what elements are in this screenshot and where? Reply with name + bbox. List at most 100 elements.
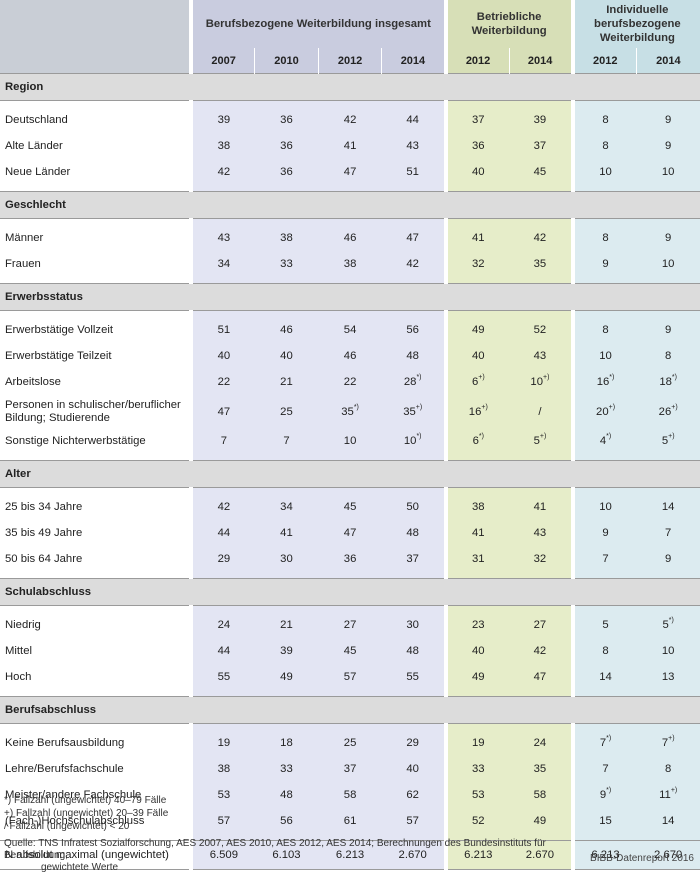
footnote-mark: +) [668, 433, 675, 440]
table-cell: 57 [381, 808, 446, 841]
table-cell: 45 [318, 487, 382, 520]
section-title: Schulabschluss [0, 578, 700, 606]
year-header: 2010 [254, 48, 319, 74]
table-cell: 6+) [443, 369, 510, 395]
cell-value: 35 [403, 405, 416, 418]
cell-value: 29 [217, 553, 231, 565]
row-label: Alte Länder [5, 139, 63, 152]
table-cell: 50 [381, 487, 446, 520]
footnote-mark: +) [539, 433, 547, 440]
section-header: Schulabschluss [0, 578, 700, 606]
table-row: Meister/andere Fachschule 53 48 58 62 53 58 9*)… [0, 782, 700, 808]
table-cell: 58 [318, 782, 382, 808]
cell-value: 33 [280, 763, 293, 775]
table-cell: 25 [318, 723, 382, 756]
row-label: Erwerbstätige Teilzeit [5, 349, 112, 362]
table-body: Region Deutschland 39 36 42 44 37 39 8 9 Alte Länd… [0, 73, 700, 870]
year-header: 2012 [443, 48, 510, 74]
table-cell: 8 [570, 133, 637, 159]
header-group-individual: Individuelle berufsbezogene Weiterbildung [570, 0, 700, 48]
cell-value: 9 [665, 324, 672, 336]
cell-value: 8 [665, 350, 672, 362]
table-cell: 5*) [636, 605, 700, 638]
cell-value: 40 [472, 645, 485, 657]
table-cell: 48 [254, 782, 319, 808]
cell-value: 7 [661, 737, 669, 749]
table-cell: 5+) [509, 428, 573, 461]
cell-value: 37 [343, 763, 357, 775]
table-cell: 38 [254, 218, 319, 251]
cell-value: 43 [217, 232, 231, 244]
cell-value: 48 [406, 350, 419, 362]
section-header: Region [0, 73, 700, 101]
table-cell: 7+) [636, 723, 700, 756]
footnote-mark: +) [668, 735, 675, 742]
cell-value: 43 [533, 527, 547, 539]
section-title: Region [0, 73, 700, 101]
table-cell: 48 [381, 520, 446, 546]
cell-value: 13 [661, 671, 675, 683]
table-cell: 27 [509, 605, 573, 638]
table-row: Neue Länder 42 36 47 51 40 45 10 10 [0, 159, 700, 192]
section-title: Geschlecht [0, 191, 700, 219]
cell-value: 55 [217, 671, 231, 683]
cell-value: 44 [217, 645, 231, 657]
table-cell: 46 [318, 218, 382, 251]
table-cell: 9 [636, 100, 700, 133]
table-cell: 44 [189, 638, 255, 664]
footnote-mark: *) [671, 374, 677, 381]
total-cell: 6.103 [254, 840, 319, 870]
table-cell: 26+) [636, 395, 700, 428]
table-cell: 33 [443, 756, 510, 782]
table-cell: 9 [570, 520, 637, 546]
header-group-company-line2: Weiterbildung [471, 25, 547, 37]
cell-value: 55 [406, 671, 419, 683]
cell-value: 52 [533, 324, 547, 336]
row-label: Lehre/Berufsfachschule [5, 762, 124, 775]
table-cell: 27 [318, 605, 382, 638]
table-row: Hoch 55 49 57 55 49 47 14 13 [0, 664, 700, 697]
cell-value: 8 [602, 645, 609, 657]
cell-value: 9 [599, 789, 607, 801]
table-cell: 32 [443, 251, 510, 284]
footnote-mark: *) [606, 735, 612, 742]
cell-value: 21 [280, 619, 293, 631]
year-header: 2012 [317, 48, 382, 74]
footnote-mark: *) [668, 617, 674, 624]
table-cell: 21 [254, 369, 319, 395]
cell-value: 35 [533, 258, 547, 270]
table-row: Erwerbstätige Teilzeit 40 40 46 48 40 43 10 8 [0, 343, 700, 369]
table-cell: 7 [254, 428, 319, 461]
table-cell: 10 [636, 638, 700, 664]
table-cell: 8 [636, 343, 700, 369]
section-header: Alter [0, 460, 700, 488]
cell-value: 39 [280, 645, 293, 657]
table-cell: 6*) [443, 428, 510, 461]
cell-value: 42 [217, 501, 231, 513]
table-cell: 37 [443, 100, 510, 133]
table-row: Personen in schulischer/beruflicher Bild… [0, 395, 700, 428]
cell-value: 9 [665, 114, 672, 126]
table-row: (Fach-)Hochschulabschluss 57 56 61 57 52 49 15 1… [0, 808, 700, 841]
cell-value: 36 [280, 114, 293, 126]
table-cell: 44 [189, 520, 255, 546]
cell-value: 56 [406, 324, 419, 336]
table-cell: 41 [318, 133, 382, 159]
row-label: Mittel [5, 644, 32, 657]
table-cell: 57 [189, 808, 255, 841]
cell-value: 37 [406, 553, 419, 565]
table-cell: 9 [570, 251, 637, 284]
source-line: Quelle: TNS Infratest Sozialforschung, A… [4, 838, 546, 861]
cell-value: 53 [472, 789, 485, 801]
table-row: 50 bis 64 Jahre 29 30 36 37 31 32 7 9 [0, 546, 700, 579]
row-label: Sonstige Nichterwerbstätige [5, 434, 146, 447]
cell-value: 38 [217, 763, 231, 775]
cell-value: 40 [472, 350, 485, 362]
table-cell: 10 [636, 251, 700, 284]
table-cell: 22 [189, 369, 255, 395]
cell-value: 43 [533, 350, 547, 362]
cell-value: 10 [661, 166, 675, 178]
table-cell: 36 [254, 159, 319, 192]
table-cell: 8 [636, 756, 700, 782]
table-row: Frauen 34 33 38 42 32 35 9 10 [0, 251, 700, 284]
